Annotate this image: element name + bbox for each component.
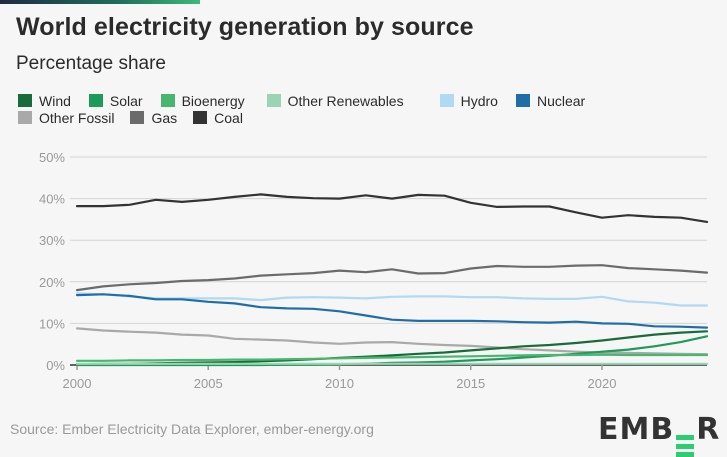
series-line-coal [75, 193, 709, 224]
legend-swatch [88, 94, 103, 107]
legend-item-nuclear: Nuclear [515, 92, 586, 109]
line-chart: 0% 10% 20% 30% 40% 50% 2000 2005 2010 2015 2020 [39, 150, 709, 391]
x-axis: 2000 2005 2010 2015 2020 [63, 364, 707, 391]
legend-swatch [18, 94, 32, 107]
x-tick-label: 2005 [194, 376, 223, 391]
chart-title: World electricity generation by source [16, 13, 474, 41]
series-lines [75, 193, 709, 367]
legend-item-coal: Coal [193, 110, 243, 126]
legend-row: Wind Solar Bioenergy Other Renewables Hydro N… [18, 92, 658, 109]
series-line-nuclear [75, 293, 709, 329]
legend-item-other-fossil: Other Fossil [18, 110, 114, 126]
y-tick-label: 0% [46, 358, 65, 373]
legend-swatch [439, 94, 454, 107]
legend-label: Bioenergy [181, 92, 245, 109]
legend-swatch [266, 94, 281, 107]
legend-item-solar: Solar [88, 92, 143, 109]
chart-subtitle: Percentage share [16, 53, 166, 74]
legend-label: Hydro [460, 92, 498, 109]
ember-logo: EMB R [598, 412, 720, 457]
source-note: Source: Ember Electricity Data Explorer,… [10, 421, 374, 437]
logo-text-right: R [696, 412, 721, 447]
legend-row: Other Fossil Gas Coal [18, 109, 658, 126]
y-tick-label: 20% [39, 275, 65, 290]
logo-text-left: EMB [598, 412, 675, 447]
series-line-bioenergy [75, 353, 709, 362]
x-tick-label: 2010 [325, 376, 354, 391]
legend-label: Wind [39, 92, 71, 109]
legend-swatch [193, 111, 208, 124]
legend-swatch [130, 111, 145, 124]
legend-label: Coal [214, 109, 243, 126]
brand-accent-bar [0, 0, 200, 4]
x-tick-label: 2000 [63, 376, 92, 391]
x-tick-label: 2015 [456, 376, 485, 391]
legend-label: Gas [151, 109, 178, 126]
logo-e-bars-icon [676, 435, 695, 457]
y-tick-label: 30% [39, 233, 65, 248]
legend-swatch [515, 94, 530, 107]
y-tick-label: 10% [39, 316, 65, 331]
legend-swatch [160, 94, 175, 107]
y-tick-label: 40% [39, 192, 65, 207]
legend-item-hydro: Hydro [439, 92, 498, 109]
y-axis-ticks: 0% 10% 20% 30% 40% 50% [39, 150, 65, 373]
legend: Wind Solar Bioenergy Other Renewables Hydro N… [18, 92, 658, 126]
legend-swatch [18, 111, 32, 124]
legend-item-bioenergy: Bioenergy [160, 92, 245, 109]
legend-item-gas: Gas [130, 110, 177, 126]
legend-item-wind: Wind [18, 93, 71, 109]
series-line-gas [75, 264, 709, 292]
legend-item-other-renewables: Other Renewables [266, 92, 404, 109]
legend-label: Solar [109, 92, 143, 109]
y-tick-label: 50% [39, 150, 65, 165]
legend-label: Other Renewables [287, 92, 404, 109]
legend-label: Nuclear [536, 92, 586, 109]
x-tick-label: 2020 [588, 376, 617, 391]
legend-label: Other Fossil [39, 109, 115, 126]
